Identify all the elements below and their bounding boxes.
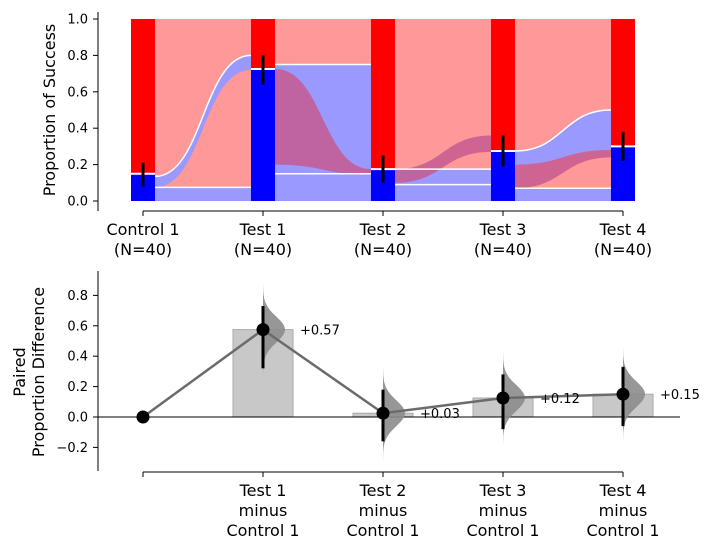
- y-tick-label: 0.4: [67, 350, 88, 365]
- x-tick-label: Control 1: [586, 521, 659, 540]
- success-flow-5: [275, 69, 371, 175]
- success-flow-6: [395, 184, 491, 201]
- flow-separator-2: [154, 54, 252, 178]
- difference-point-3: [496, 391, 510, 405]
- x-tick-label: Test 2: [359, 220, 407, 239]
- success-flow-11: [515, 110, 611, 165]
- x-tick-label: Test 1: [239, 220, 287, 239]
- success-flow-3: [275, 173, 371, 201]
- success-flow-1: [155, 187, 251, 201]
- x-tick-label: minus: [479, 501, 528, 520]
- y-tick-label: −0.2: [56, 441, 88, 456]
- failure-bar-1: [131, 19, 155, 174]
- bootstrap-distribution-1: [263, 275, 285, 384]
- y-tick-label: 0.8: [67, 289, 88, 304]
- x-tick-label: minus: [359, 501, 408, 520]
- difference-point-1: [256, 323, 270, 337]
- x-tick-label: Test 4: [599, 481, 647, 500]
- x-tick-label: Test 2: [359, 481, 407, 500]
- y-tick-label: 1.0: [67, 13, 88, 28]
- y-tick-label: 0.4: [67, 122, 88, 137]
- failure-bar-4: [491, 19, 515, 151]
- difference-label-1: +0.57: [300, 324, 340, 339]
- y-axis-title-line1: Paired: [10, 347, 29, 396]
- x-tick-label: Control 1: [226, 521, 299, 540]
- difference-label-3: +0.12: [540, 392, 580, 407]
- difference-point-4: [616, 387, 630, 401]
- x-tick-label: minus: [239, 501, 288, 520]
- x-tick-label: Control 1: [466, 521, 539, 540]
- x-tick-label: Test 1: [239, 481, 287, 500]
- difference-label-4: +0.15: [660, 388, 700, 403]
- paired-difference-chart: +0.57 +0.03 +0.12 +0.15 −0.2 0.0 0.2 0.4 0.6 0.8 P…: [10, 271, 700, 540]
- difference-label-2: +0.03: [420, 407, 460, 422]
- failure-bar-5: [611, 19, 635, 147]
- y-tick-label: 0.2: [67, 380, 88, 395]
- y-tick-label: 0.6: [67, 319, 88, 334]
- y-tick-label: 0.8: [67, 49, 88, 64]
- success-flow-9: [515, 188, 611, 201]
- success-bar-2: [251, 69, 275, 201]
- x-tick-label: Test 3: [479, 220, 527, 239]
- y-tick-label: 0.0: [67, 195, 88, 210]
- x-tick-sample-size: (N=40): [594, 240, 652, 259]
- x-tick-sample-size: (N=40): [234, 240, 292, 259]
- success-flow-10: [515, 146, 611, 189]
- x-tick-label: minus: [599, 501, 648, 520]
- x-tick-sample-size: (N=40): [474, 240, 532, 259]
- x-tick-label: Test 3: [479, 481, 527, 500]
- difference-point-2: [376, 406, 390, 420]
- x-tick-sample-size: (N=40): [354, 240, 412, 259]
- bootstrap-distribution-4: [623, 339, 645, 449]
- x-tick-label: Test 4: [599, 220, 647, 239]
- difference-point-0: [136, 410, 150, 424]
- x-tick-label: Control 1: [106, 220, 179, 239]
- success-proportion-chart: 0.0 0.2 0.4 0.6 0.8 1.0 Proportion of Success C…: [40, 12, 652, 259]
- failure-bar-3: [371, 19, 395, 170]
- success-flow-2: [155, 55, 251, 188]
- y-tick-label: 0.2: [67, 158, 88, 173]
- flow-separator-8: [514, 109, 612, 152]
- y-tick-label: 0.0: [67, 411, 88, 426]
- y-tick-label: 0.6: [67, 85, 88, 100]
- x-tick-label: Control 1: [346, 521, 419, 540]
- success-flow-8: [395, 135, 491, 183]
- bootstrap-distribution-2: [383, 358, 405, 468]
- y-axis-title-line2: Proportion Difference: [29, 287, 48, 457]
- x-tick-sample-size: (N=40): [114, 240, 172, 259]
- y-axis-title: Proportion of Success: [40, 24, 59, 197]
